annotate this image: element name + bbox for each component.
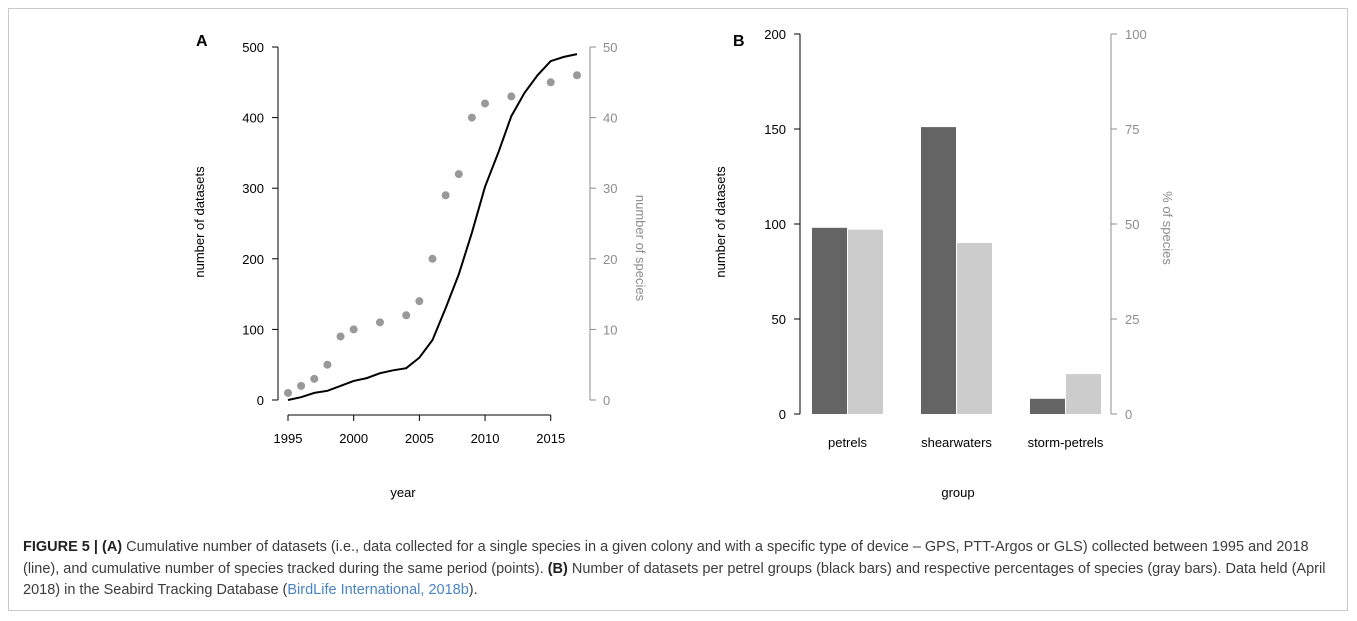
panel-a-right-ticks: 0 10 20 30 40 50 xyxy=(590,40,617,408)
species-point xyxy=(402,311,411,320)
datasets-bar xyxy=(1030,398,1065,414)
datasets-bar xyxy=(812,227,847,414)
caption-label: FIGURE 5 | xyxy=(23,539,102,555)
panel-b-y2tick-label: 50 xyxy=(1125,217,1139,232)
panel-b-ytick-label: 200 xyxy=(764,27,786,42)
species-point xyxy=(441,191,450,200)
panel-a-xtick-label: 2005 xyxy=(405,431,434,446)
panel-a-ytick-label: 0 xyxy=(257,393,264,408)
panel-a-y2label: number of species xyxy=(633,195,648,302)
panel-b-category-label: shearwaters xyxy=(921,435,992,450)
panel-b-left-ticks: 0 50 100 150 200 xyxy=(764,27,800,422)
caption-end: ). xyxy=(468,582,478,598)
panel-a-xtick-label: 2010 xyxy=(471,431,500,446)
caption-a-marker: (A) xyxy=(102,539,123,555)
species-point xyxy=(507,92,516,101)
panel-a-y2tick-label: 40 xyxy=(603,111,617,126)
species-point xyxy=(284,388,292,397)
panel-a-left-ticks: 0 100 200 300 400 500 xyxy=(242,40,278,408)
caption-b-text: Number of datasets per petrel groups (bl… xyxy=(23,560,1326,599)
species-point xyxy=(428,254,437,263)
figure-frame xyxy=(8,8,1348,611)
species-point xyxy=(336,332,345,341)
species-point xyxy=(415,297,424,306)
panel-a-y2tick-label: 30 xyxy=(603,181,617,196)
species-point xyxy=(297,381,306,390)
species-point xyxy=(481,99,490,108)
panel-b-category-label: storm-petrels xyxy=(1028,435,1104,450)
panel-a-y2tick-label: 20 xyxy=(603,252,617,267)
panel-b-chart: B 0 50 100 150 200 0 25 50 75 100 petrels shearwa… xyxy=(713,27,1175,500)
panel-b-y2tick-label: 0 xyxy=(1125,407,1132,422)
panel-b-ytick-label: 0 xyxy=(779,407,786,422)
panel-a-xtick-label: 2015 xyxy=(536,431,565,446)
panel-a-x-ticks: 1995 2000 2005 2010 2015 xyxy=(274,415,565,446)
datasets-line xyxy=(287,53,578,401)
panel-b-letter: B xyxy=(733,33,745,50)
species-point xyxy=(310,374,319,383)
species-point xyxy=(349,325,358,334)
figure-caption: FIGURE 5 | (A) Cumulative number of data… xyxy=(23,537,1338,602)
species-points xyxy=(284,71,581,397)
panel-a-y2tick-label: 0 xyxy=(603,393,610,408)
panel-a-ytick-label: 300 xyxy=(242,181,264,196)
panel-b-y2tick-label: 100 xyxy=(1125,27,1147,42)
panel-b-categories: petrels shearwaters storm-petrels xyxy=(828,435,1104,450)
species-percent-bar xyxy=(1066,374,1101,414)
species-point xyxy=(546,78,555,87)
panel-a-ytick-label: 400 xyxy=(242,111,264,126)
panel-a-xtick-label: 1995 xyxy=(274,431,303,446)
panel-b-y2label: % of species xyxy=(1160,191,1175,265)
species-point xyxy=(323,360,332,369)
species-percent-bar xyxy=(848,229,883,414)
panel-a-chart: A 0 100 200 300 400 500 0 10 20 30 40 50 1995 2000 2… xyxy=(192,33,648,500)
panel-b-bars xyxy=(812,127,1101,414)
caption-citation-link[interactable]: BirdLife International, 2018b xyxy=(287,582,469,598)
panel-b-ytick-label: 50 xyxy=(772,312,786,327)
panel-a-letter: A xyxy=(196,33,208,50)
panel-b-ylabel: number of datasets xyxy=(713,166,728,278)
datasets-bar xyxy=(921,127,956,414)
species-point xyxy=(467,113,476,122)
species-point xyxy=(573,71,581,80)
panel-b-ytick-label: 150 xyxy=(764,122,786,137)
panel-b-ytick-label: 100 xyxy=(764,217,786,232)
panel-b-category-label: petrels xyxy=(828,435,868,450)
panel-a-xlabel: year xyxy=(390,485,416,500)
panel-a-y2tick-label: 10 xyxy=(603,322,617,337)
panel-b-right-ticks: 0 25 50 75 100 xyxy=(1111,27,1147,422)
species-percent-bar xyxy=(957,243,992,414)
panel-a-xtick-label: 2000 xyxy=(339,431,368,446)
panel-a-ytick-label: 500 xyxy=(242,40,264,55)
caption-a-text: Cumulative number of datasets (i.e., dat… xyxy=(23,539,1309,577)
panel-a-ytick-label: 100 xyxy=(242,322,264,337)
caption-b-marker: (B) xyxy=(547,560,568,577)
panel-b-xlabel: group xyxy=(941,485,974,500)
species-point xyxy=(375,318,384,327)
species-point xyxy=(454,170,463,179)
panel-b-y2tick-label: 75 xyxy=(1125,122,1139,137)
panel-a-ylabel: number of datasets xyxy=(192,166,207,278)
panel-a-y2tick-label: 50 xyxy=(603,40,617,55)
panel-a-ytick-label: 200 xyxy=(242,252,264,267)
panel-b-y2tick-label: 25 xyxy=(1125,312,1139,327)
